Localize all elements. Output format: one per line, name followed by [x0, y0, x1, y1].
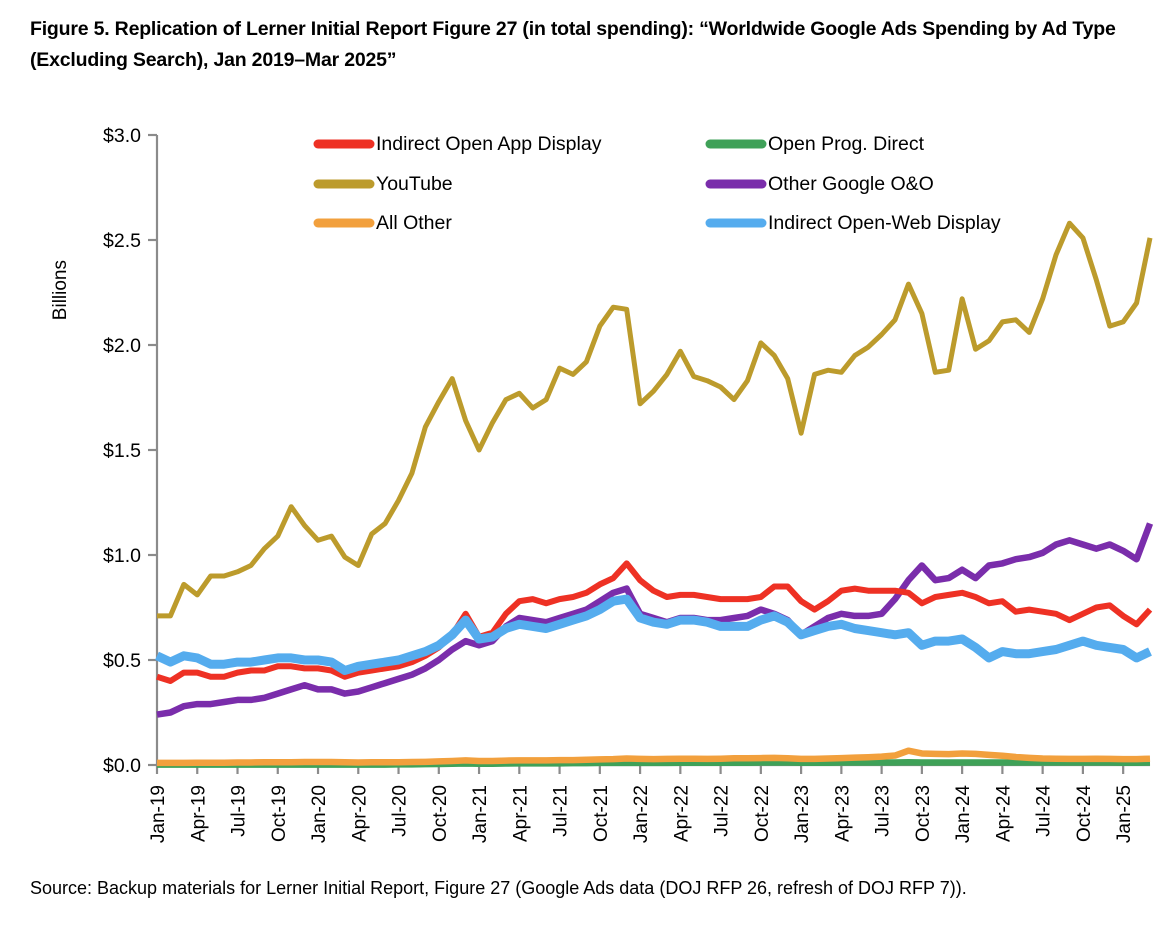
x-axis-tick-label: Oct-24: [1074, 785, 1095, 842]
line-chart: Billions $0.0 $0.5 $1.0 $1.5 $2.0 $2.5 $3.0 Ja…: [50, 125, 1154, 843]
y-axis-tick-label: $3.0: [103, 125, 141, 147]
x-axis-tick-label: Jan-23: [792, 785, 813, 843]
x-axis-tick-label: Oct-20: [430, 785, 451, 842]
y-axis-title-group: Billions: [50, 260, 71, 320]
x-axis-tick-label: Apr-20: [349, 785, 370, 842]
x-axis-tick-label: Jan-25: [1114, 785, 1135, 843]
series-line-youtube: [157, 220, 1153, 619]
x-axis-tick-label: Jan-19: [148, 785, 169, 843]
x-axis-tick-label: Jan-24: [953, 785, 974, 844]
x-axis-tick-label: Jul-19: [229, 785, 250, 837]
data-series-group: [155, 220, 1154, 768]
x-axis-tick-label: Jan-22: [631, 785, 652, 843]
x-axis-ticks-group: Jan-19 Apr-19 Jul-19 Oct-19 Jan-20 Apr-20 Jul-…: [148, 765, 1135, 843]
legend-label: YouTube: [376, 173, 453, 195]
legend-label: Indirect Open App Display: [376, 133, 602, 155]
x-axis-tick-label: Apr-23: [832, 785, 853, 842]
y-axis-tick-label: $1.0: [103, 545, 141, 567]
figure-source-note: Source: Backup materials for Lerner Init…: [30, 878, 967, 898]
x-axis-tick-label: Jul-24: [1034, 785, 1055, 837]
series-line-indirect-open-app-display: [156, 560, 1153, 684]
x-axis-tick-label: Apr-22: [671, 785, 692, 842]
x-axis-tick-label: Jul-23: [873, 785, 894, 837]
x-axis-tick-label: Oct-19: [269, 785, 290, 842]
figure-title: Figure 5. Replication of Lerner Initial …: [30, 18, 1116, 71]
y-axis-tick-label: $1.5: [103, 440, 141, 462]
x-axis-tick-label: Jan-20: [309, 785, 330, 843]
y-axis-tick-label: $2.0: [103, 335, 141, 357]
x-axis-tick-label: Jul-22: [712, 785, 733, 837]
y-axis-tick-label: $2.5: [103, 230, 141, 252]
y-axis-ticks-group: $0.0 $0.5 $1.0 $1.5 $2.0 $2.5 $3.0: [103, 125, 157, 777]
series-line-all-other: [157, 747, 1151, 767]
legend-label: Indirect Open-Web Display: [768, 212, 1001, 234]
x-axis-tick-label: Jul-21: [551, 785, 572, 837]
legend-label: Other Google O&O: [768, 173, 934, 195]
y-axis-tick-label: $0.0: [103, 755, 141, 777]
chart-plot-region: Billions $0.0 $0.5 $1.0 $1.5 $2.0 $2.5 $3.0 Ja…: [0, 100, 1162, 870]
x-axis-tick-label: Oct-23: [913, 785, 934, 842]
legend-label: Open Prog. Direct: [768, 133, 925, 155]
x-axis-tick-label: Apr-21: [510, 785, 531, 842]
x-axis-tick-label: Jan-21: [470, 785, 491, 843]
x-axis-tick-label: Oct-22: [752, 785, 773, 842]
legend-label: All Other: [376, 212, 452, 234]
series-line-indirect-open-web-display: [155, 594, 1152, 675]
chart-legend: Indirect Open App Display YouTube All Othe…: [313, 133, 1001, 234]
x-axis-tick-label: Apr-24: [993, 785, 1014, 842]
y-axis-tick-label: $0.5: [103, 650, 141, 672]
x-axis-tick-label: Apr-19: [188, 785, 209, 842]
x-axis-tick-label: Jul-20: [390, 785, 411, 837]
y-axis-title: Billions: [50, 260, 71, 320]
x-axis-tick-label: Oct-21: [591, 785, 612, 842]
